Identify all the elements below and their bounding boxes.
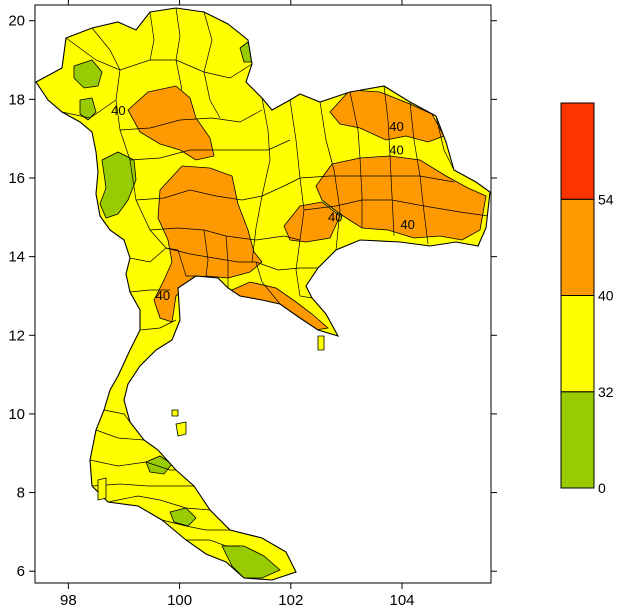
y-tick-label: 18	[8, 91, 25, 108]
colorbar-label: 0	[598, 480, 606, 496]
contour-label: 40	[111, 103, 125, 118]
province-boundaries	[61, 8, 489, 547]
green-region-north	[73, 59, 103, 89]
contour-label: 40	[389, 119, 403, 134]
colorbar-bin	[560, 295, 595, 393]
y-tick-label: 20	[8, 13, 25, 30]
contour-label: 40	[389, 142, 403, 157]
y-axis: 6 8 10 12 14 16 18 20	[8, 13, 497, 580]
colorbar-bin	[560, 102, 595, 200]
y-tick-label: 8	[17, 485, 25, 502]
x-tick-label: 100	[167, 592, 192, 609]
green-region-northwest	[79, 97, 97, 121]
orange-region-north-central	[127, 85, 215, 161]
y-tick-label: 16	[8, 170, 25, 187]
island-phangan	[171, 409, 179, 417]
island-phuket	[97, 477, 107, 501]
y-tick-label: 14	[8, 249, 25, 266]
y-tick-label: 12	[8, 327, 25, 344]
colorbar: 0 32 40 54	[560, 102, 614, 496]
island-chang	[317, 335, 325, 351]
colorbar-label: 40	[598, 288, 614, 304]
island-samui	[175, 421, 187, 437]
green-region-west	[99, 151, 137, 219]
colorbar-label: 54	[598, 191, 614, 207]
orange-region-northeast-center	[315, 155, 487, 241]
contour-label: 40	[156, 288, 170, 303]
x-tick-label: 98	[60, 592, 77, 609]
colorbar-label: 32	[598, 384, 614, 400]
orange-region-northeast-top	[329, 89, 445, 143]
green-region-south-2	[169, 507, 197, 527]
x-tick-label: 102	[278, 592, 303, 609]
x-axis: 98 100 102 104	[60, 0, 415, 609]
green-region-south-3	[221, 545, 281, 579]
contour-label: 40	[328, 209, 342, 224]
contour-label: 40	[400, 217, 414, 232]
contour-labels: 40 40 40 40 40 40	[111, 103, 415, 303]
y-tick-label: 10	[8, 406, 25, 423]
colorbar-bin	[560, 391, 595, 489]
y-tick-label: 6	[17, 563, 25, 580]
colorbar-bin	[560, 198, 595, 296]
land-area	[35, 7, 491, 581]
x-tick-label: 104	[390, 592, 415, 609]
